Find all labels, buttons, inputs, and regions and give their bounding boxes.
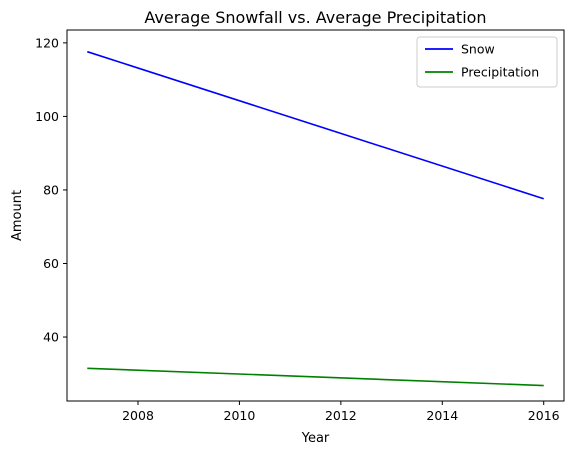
- y-axis-label: Amount: [10, 190, 25, 241]
- y-tick-label: 60: [43, 256, 59, 271]
- chart-title: Average Snowfall vs. Average Precipitati…: [144, 8, 486, 27]
- y-tick-label: 120: [35, 35, 59, 50]
- series-layer: [87, 50, 544, 387]
- y-axis: 40 60 80 100 120: [35, 35, 67, 345]
- y-tick-label: 40: [43, 330, 59, 345]
- x-axis-label: Year: [301, 431, 330, 446]
- x-tick-label: 2008: [122, 408, 154, 423]
- y-tick-label: 80: [43, 182, 59, 197]
- series-line-1: [87, 367, 544, 387]
- series-line-0: [87, 50, 544, 200]
- y-tick-label: 100: [35, 109, 59, 124]
- x-tick-label: 2012: [325, 408, 357, 423]
- x-axis: 2008 2010 2012 2014 2016: [122, 401, 560, 423]
- x-tick-label: 2014: [426, 408, 458, 423]
- plot-area: [67, 30, 564, 401]
- plot-frame: [66, 29, 565, 402]
- legend-label-1: Precipitation: [461, 65, 539, 80]
- legend: Snow Precipitation: [416, 36, 558, 88]
- legend-label-0: Snow: [461, 42, 495, 57]
- x-tick-label: 2016: [528, 408, 560, 423]
- x-tick-label: 2010: [224, 408, 256, 423]
